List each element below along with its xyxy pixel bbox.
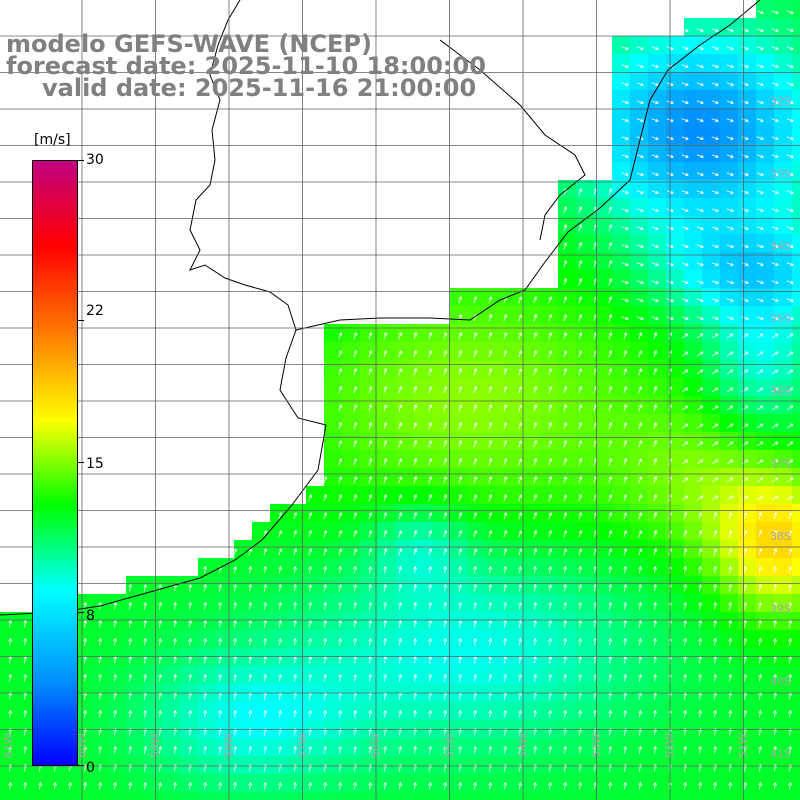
lon-label: 51W <box>737 733 750 758</box>
lat-label: 41S <box>770 748 791 761</box>
lat-label: 32S <box>770 95 791 108</box>
lat-label: 39S <box>770 603 791 616</box>
colorbar-unit: [m/s] <box>34 132 71 148</box>
colorbar-tick-mark <box>78 160 84 161</box>
lon-label: 55W <box>443 733 456 758</box>
lat-label: 38S <box>770 530 791 543</box>
lon-label: 53W <box>590 733 603 758</box>
lat-label: 40S <box>770 675 791 688</box>
colorbar-tick-mark <box>78 320 84 321</box>
lon-label: 61W <box>2 733 15 758</box>
lat-label: 34S <box>770 240 791 253</box>
colorbar-tick-15: 15 <box>86 456 104 472</box>
valid-date: valid date: 2025-11-16 21:00:00 <box>42 74 477 102</box>
colorbar-tick-mark <box>78 765 84 766</box>
forecast-date: forecast date: 2025-11-10 18:00:00 <box>6 52 486 80</box>
colorbar <box>32 160 78 766</box>
colorbar-tick-22: 22 <box>86 303 104 319</box>
lon-label: 57W <box>296 733 309 758</box>
lon-label: 56W <box>370 733 383 758</box>
colorbar-tick-0: 0 <box>86 760 95 776</box>
lon-label: 60W <box>76 733 89 758</box>
model-title: modelo GEFS-WAVE (NCEP) <box>6 30 372 58</box>
lat-label: 37S <box>770 458 791 471</box>
colorbar-tick-mark <box>78 612 84 613</box>
lat-label: 35S <box>770 313 791 326</box>
colorbar-tick-30: 30 <box>86 152 104 168</box>
lon-label: 58W <box>223 733 236 758</box>
lat-label: 33S <box>770 168 791 181</box>
lon-label: 52W <box>664 733 677 758</box>
lat-label: 36S <box>770 385 791 398</box>
lon-label: 59W <box>149 733 162 758</box>
colorbar-tick-8: 8 <box>86 608 95 624</box>
lon-label: 54W <box>517 733 530 758</box>
colorbar-tick-mark <box>78 462 84 463</box>
